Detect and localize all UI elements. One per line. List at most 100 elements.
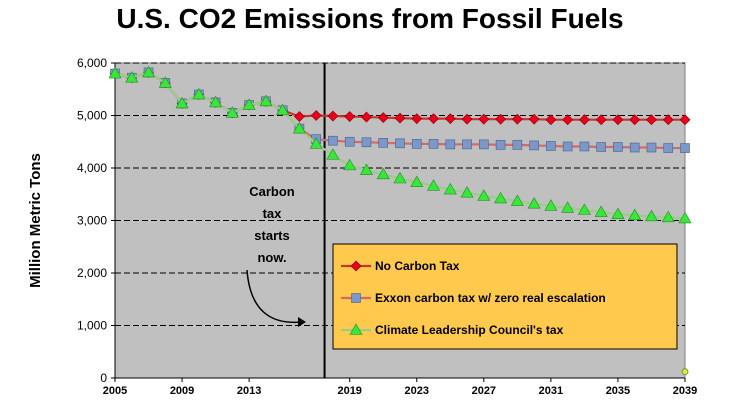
x-tick-label: 2031 [539, 385, 563, 397]
data-point-series-2 [529, 140, 539, 151]
data-point-series-3 [292, 122, 306, 134]
data-point-series-1 [310, 110, 322, 121]
y-tick-label: 3,000 [77, 214, 107, 228]
data-point-series-1 [461, 113, 473, 125]
data-point-series-2 [629, 142, 640, 153]
x-tick-label: 2009 [170, 385, 194, 397]
legend-marker-3 [349, 323, 363, 335]
data-point-series-2 [646, 142, 657, 153]
chart-title: U.S. CO2 Emissions from Fossil Fuels [116, 3, 623, 34]
data-point-series-1 [629, 114, 641, 126]
data-point-series-1 [428, 113, 439, 125]
data-point-series-3 [108, 66, 122, 79]
data-point-series-3 [410, 175, 424, 187]
data-point-series-3 [594, 205, 608, 217]
data-point-series-2 [680, 143, 690, 153]
data-point-series-3 [460, 186, 474, 198]
data-point-series-1 [411, 113, 423, 125]
data-point-series-2 [328, 135, 338, 146]
data-point-series-3 [125, 71, 139, 83]
data-point-series-1 [444, 113, 456, 125]
data-point-series-1 [344, 111, 356, 122]
data-point-series-2 [546, 141, 556, 151]
x-tick-label: 2013 [237, 385, 261, 397]
data-point-series-1 [562, 114, 574, 126]
data-point-series-1 [578, 114, 590, 126]
data-point-series-2 [378, 138, 389, 148]
data-point-series-1 [646, 114, 657, 126]
data-point-series-3 [527, 197, 541, 209]
data-point-series-3 [225, 106, 239, 118]
data-point-series-2 [596, 142, 606, 152]
data-point-series-1 [327, 110, 339, 122]
data-point-series-2 [663, 143, 674, 153]
data-point-series-3 [158, 76, 172, 88]
data-point-series-3 [259, 94, 273, 107]
data-point-series-1 [528, 113, 540, 125]
data-point-series-2 [428, 139, 439, 149]
data-point-series-3 [644, 209, 658, 222]
annotation-arrow [246, 269, 303, 324]
data-point-series-1 [662, 114, 674, 126]
data-point-series-2 [562, 141, 573, 152]
y-tick-label: 1,000 [77, 319, 107, 333]
data-point-series-2 [579, 141, 590, 152]
data-point-series-2 [395, 138, 405, 149]
data-point-series-3 [142, 65, 156, 78]
data-point-series-1 [612, 114, 624, 126]
data-point-series-3 [309, 137, 323, 149]
x-tick-label: 2039 [673, 385, 697, 397]
annotation-arrowhead [298, 317, 306, 327]
data-point-series-1 [679, 114, 691, 126]
data-point-series-3 [510, 194, 524, 206]
data-point-series-3 [427, 179, 441, 191]
data-point-series-2 [445, 139, 456, 150]
y-axis-label: Million Metric Tons [27, 153, 44, 288]
data-point-series-3 [326, 148, 340, 160]
legend-marker-1 [350, 260, 362, 272]
data-point-series-3 [477, 189, 491, 201]
legend-label-1: No Carbon Tax [375, 259, 460, 273]
y-tick-label: 5,000 [77, 109, 107, 123]
legend-box [332, 243, 678, 350]
data-point-series-2 [462, 139, 472, 150]
data-point-series-1 [495, 113, 507, 125]
data-point-series-2 [495, 140, 506, 150]
data-point-series-3 [661, 210, 675, 223]
data-point-series-3 [577, 203, 591, 215]
data-point-series-1 [595, 114, 607, 126]
data-point-series-3 [192, 87, 206, 100]
data-point-series-2 [411, 139, 422, 149]
data-point-series-1 [511, 113, 523, 125]
data-point-series-3 [242, 98, 256, 110]
data-point-series-3 [343, 158, 357, 171]
x-tick-label: 2019 [337, 385, 361, 397]
data-point-series-3 [175, 96, 189, 109]
data-point-series-2 [613, 142, 623, 152]
data-point-series-3 [443, 182, 457, 195]
data-point-series-1 [478, 113, 490, 125]
data-point-series-2 [479, 139, 489, 150]
annotation-line: tax [263, 206, 283, 221]
data-point-series-1 [361, 111, 372, 123]
data-point-series-2 [361, 137, 372, 148]
data-point-series-1 [545, 114, 557, 126]
x-tick-label: 2035 [606, 385, 630, 397]
y-tick-label: 0 [100, 371, 107, 385]
x-tick-label: 2023 [405, 385, 429, 397]
legend-label-3: Climate Leadership Council's tax [375, 323, 564, 337]
annotation-line: Carbon [249, 184, 295, 199]
annotation-line: starts [254, 228, 289, 243]
x-tick-label: 2005 [103, 385, 127, 397]
data-point-series-2 [344, 136, 355, 147]
y-tick-label: 2,000 [77, 266, 107, 280]
data-point-series-3 [494, 191, 508, 204]
y-tick-label: 4,000 [77, 161, 107, 175]
stray-marker [681, 368, 689, 376]
data-point-series-3 [276, 103, 290, 116]
data-point-series-1 [293, 111, 305, 122]
data-point-series-1 [394, 112, 406, 124]
data-point-series-3 [209, 95, 223, 108]
